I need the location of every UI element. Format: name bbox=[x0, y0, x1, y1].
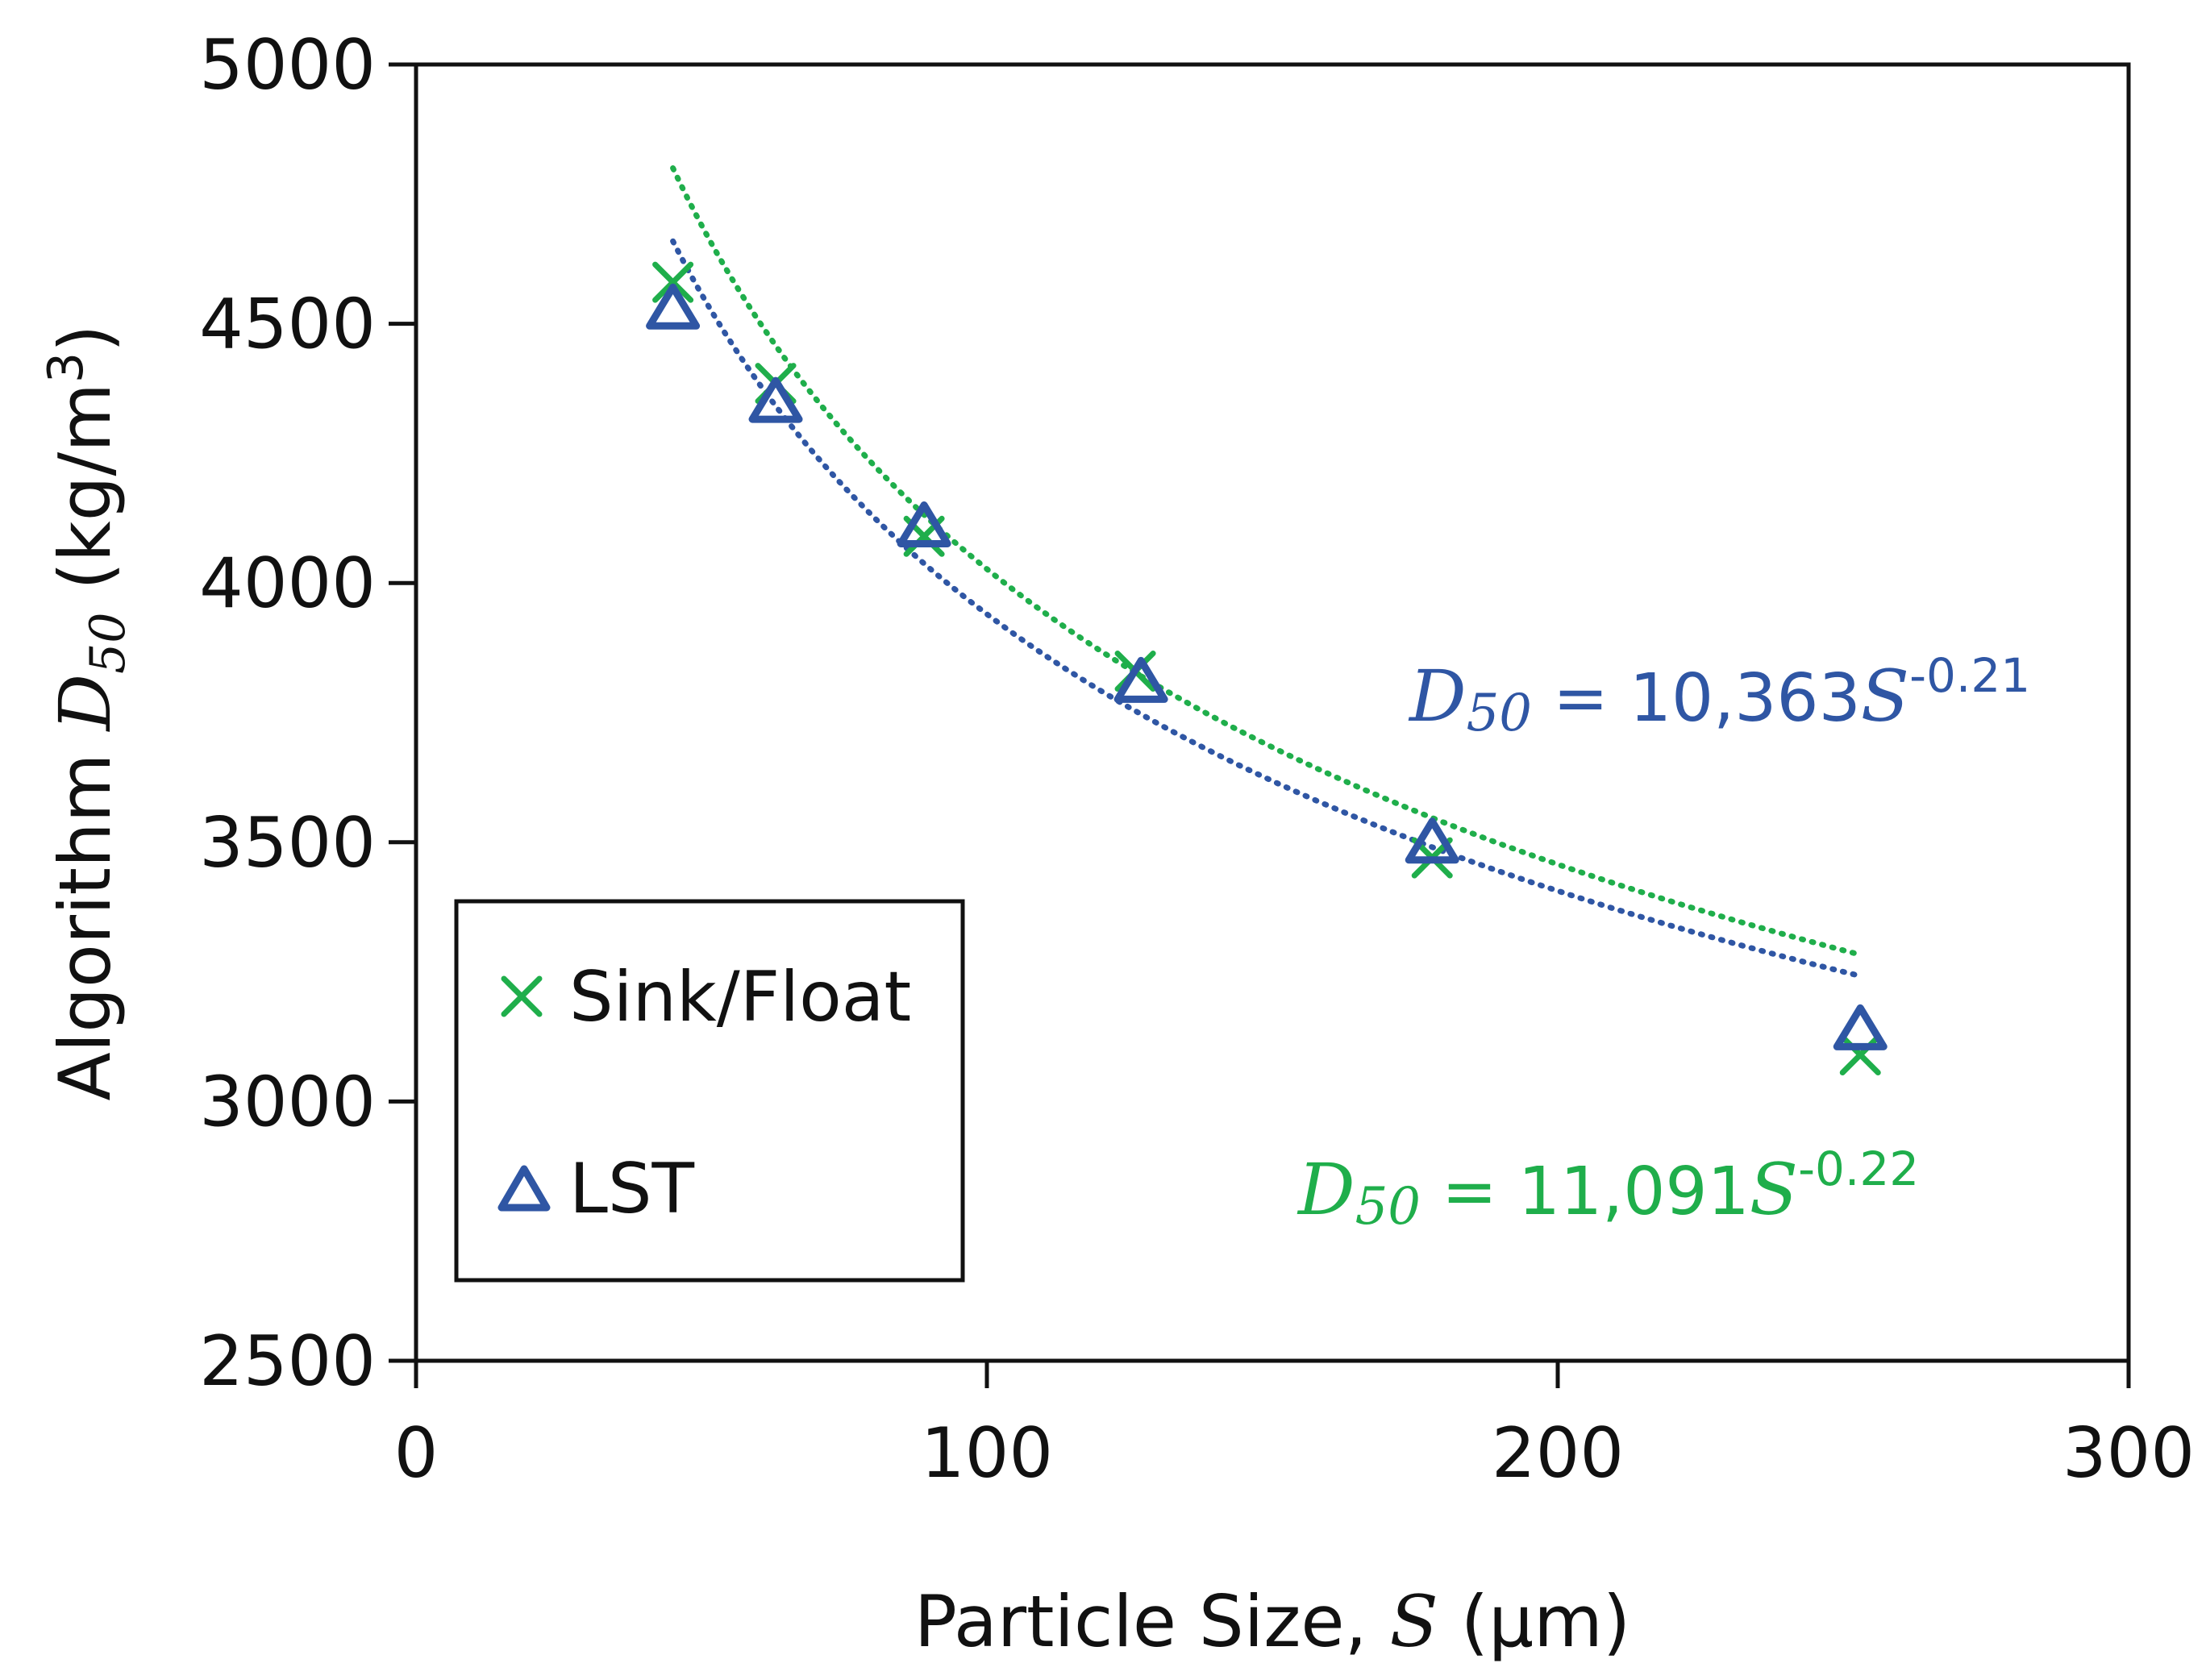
sinkfloat-point bbox=[652, 261, 694, 303]
lst-eq-exponent: -0.21 bbox=[1909, 648, 2030, 703]
x-tick-label: 0 bbox=[394, 1413, 439, 1494]
x-axis-ticks: 0 100 200 300 bbox=[394, 1361, 2195, 1494]
sinkfloat-trendline bbox=[670, 165, 1863, 958]
y-axis-title: Algorithm D50 (kg/m3) bbox=[38, 325, 136, 1101]
x-tick-label: 300 bbox=[2062, 1413, 2195, 1494]
sinkfloat-eq-exponent: -0.22 bbox=[1798, 1141, 1919, 1196]
data-markers bbox=[646, 261, 1888, 1076]
y-tick-label: 4000 bbox=[199, 543, 376, 624]
sinkfloat-eq-coefficient: = 11,091 bbox=[1421, 1154, 1750, 1230]
trendlines bbox=[670, 165, 1863, 979]
lst-point bbox=[1405, 817, 1459, 864]
lst-eq-coefficient: = 10,363 bbox=[1532, 660, 1861, 737]
sinkfloat-eq-variable: D bbox=[1297, 1148, 1355, 1231]
lst-point bbox=[897, 501, 951, 547]
y-tick-label: 2500 bbox=[199, 1321, 376, 1402]
lst-point bbox=[646, 283, 701, 330]
x-tick-label: 200 bbox=[1492, 1413, 1624, 1494]
legend-box bbox=[454, 899, 965, 1283]
lst-eq-variable: D bbox=[1408, 655, 1467, 738]
legend-label-lst: LST bbox=[569, 1149, 695, 1229]
sinkfloat-point bbox=[1839, 1034, 1881, 1076]
y-axis-title-unit-prefix: (kg/m bbox=[44, 383, 127, 613]
y-tick-label: 5000 bbox=[199, 25, 376, 106]
legend-label-sinkfloat: Sink/Float bbox=[569, 957, 911, 1038]
lst-trendline-equation: D50 = 10,363S-0.21 bbox=[1408, 648, 2030, 743]
x-axis-title-variable: S bbox=[1390, 1580, 1438, 1663]
lst-point bbox=[1833, 1004, 1888, 1050]
x-axis-title: Particle Size, S (µm) bbox=[914, 1580, 1630, 1663]
plot-area-frame bbox=[414, 62, 2131, 1363]
lst-eq-subscript: 50 bbox=[1467, 684, 1532, 743]
y-axis-title-subscript: 50 bbox=[80, 613, 136, 674]
y-axis-ticks: 2500 3000 3500 4000 4500 5000 bbox=[199, 25, 416, 1402]
lst-point bbox=[748, 376, 803, 423]
legend-marker-sinkfloat bbox=[501, 975, 543, 1017]
y-tick-label: 3500 bbox=[199, 803, 376, 884]
sinkfloat-trendline-equation: D50 = 11,091S-0.22 bbox=[1297, 1141, 1919, 1237]
legend: Sink/Float LST bbox=[454, 899, 965, 1283]
y-axis-title-unit-suffix: ) bbox=[44, 325, 127, 352]
x-axis-title-suffix: (µm) bbox=[1438, 1580, 1630, 1663]
lst-point bbox=[1113, 656, 1168, 703]
y-axis-title-variable: D bbox=[44, 674, 127, 733]
lst-trendline bbox=[670, 238, 1863, 979]
y-tick-label: 3000 bbox=[199, 1062, 376, 1142]
sinkfloat-eq-base: S bbox=[1750, 1148, 1798, 1231]
x-axis-title-prefix: Particle Size, bbox=[914, 1580, 1390, 1663]
y-axis-title-unit-superscript: 3 bbox=[38, 352, 94, 383]
lst-eq-base: S bbox=[1861, 655, 1909, 738]
y-axis-title-prefix: Algorithm bbox=[44, 731, 127, 1101]
sinkfloat-eq-subscript: 50 bbox=[1355, 1177, 1421, 1237]
legend-marker-lst bbox=[497, 1165, 551, 1212]
x-tick-label: 100 bbox=[921, 1413, 1053, 1494]
y-tick-label: 4500 bbox=[199, 285, 376, 365]
